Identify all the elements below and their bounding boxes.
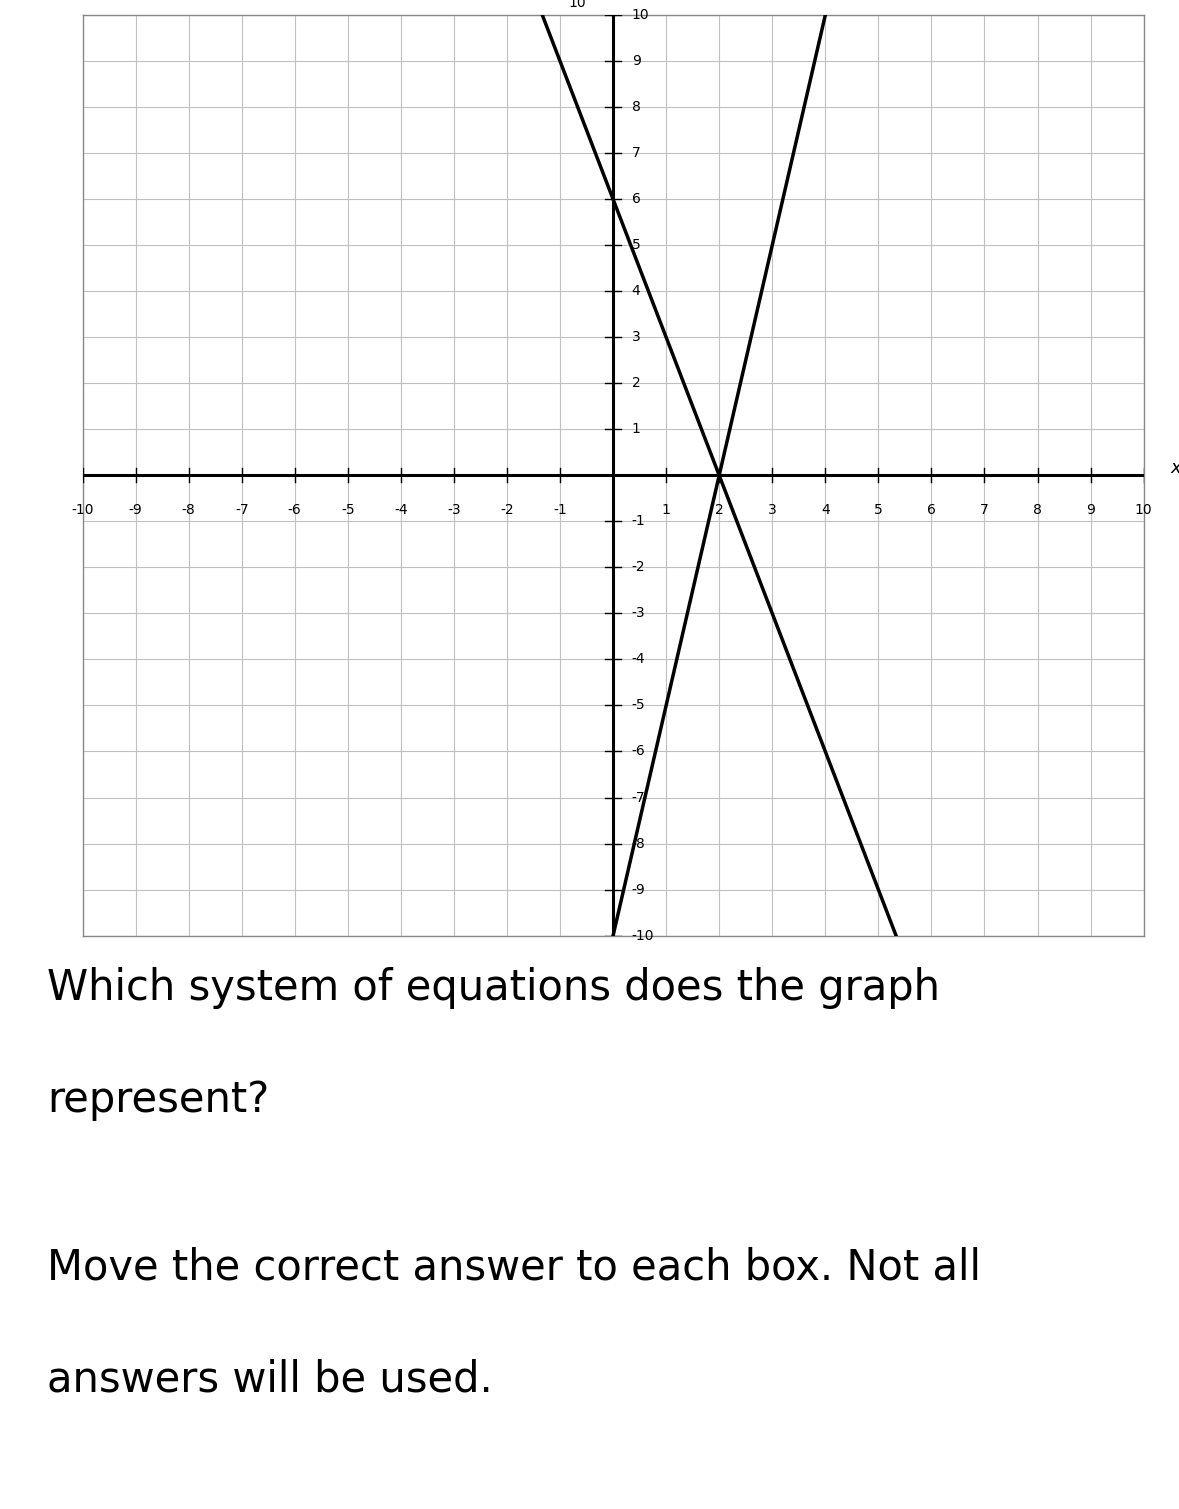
Text: 5: 5 — [874, 502, 883, 518]
Text: -2: -2 — [632, 560, 645, 575]
Text: 2: 2 — [632, 376, 640, 391]
Text: Move the correct answer to each box. Not all: Move the correct answer to each box. Not… — [47, 1246, 981, 1289]
Text: -5: -5 — [341, 502, 355, 518]
Text: -2: -2 — [500, 502, 514, 518]
Text: answers will be used.: answers will be used. — [47, 1358, 493, 1400]
Text: -1: -1 — [632, 515, 645, 528]
Text: -7: -7 — [235, 502, 249, 518]
Text: 10: 10 — [632, 8, 650, 23]
Text: 10: 10 — [1135, 502, 1152, 518]
Text: 9: 9 — [632, 54, 640, 68]
Text: -10: -10 — [71, 502, 94, 518]
Text: -8: -8 — [632, 836, 645, 851]
Text: -4: -4 — [632, 652, 645, 667]
Text: 7: 7 — [632, 146, 640, 160]
Text: represent?: represent? — [47, 1079, 269, 1121]
Text: 9: 9 — [1086, 502, 1095, 518]
Text: 1: 1 — [661, 502, 671, 518]
Text: 3: 3 — [632, 330, 640, 344]
Text: -10: -10 — [632, 928, 654, 943]
Text: -9: -9 — [129, 502, 143, 518]
Text: 8: 8 — [1033, 502, 1042, 518]
Text: Which system of equations does the graph: Which system of equations does the graph — [47, 967, 940, 1010]
Text: 6: 6 — [927, 502, 936, 518]
Text: 3: 3 — [768, 502, 777, 518]
Text: 10: 10 — [569, 0, 586, 11]
Text: -7: -7 — [632, 791, 645, 804]
Text: 4: 4 — [632, 284, 640, 299]
Text: -9: -9 — [632, 883, 645, 896]
Text: 6: 6 — [632, 192, 640, 207]
Text: x: x — [1170, 459, 1179, 477]
Text: 7: 7 — [980, 502, 989, 518]
Text: 4: 4 — [821, 502, 830, 518]
Text: -4: -4 — [394, 502, 408, 518]
Text: -8: -8 — [182, 502, 196, 518]
Text: -3: -3 — [632, 607, 645, 620]
Text: 2: 2 — [714, 502, 724, 518]
Text: -1: -1 — [553, 502, 567, 518]
Text: -6: -6 — [632, 744, 645, 759]
Text: -6: -6 — [288, 502, 302, 518]
Text: 8: 8 — [632, 100, 640, 115]
Text: -5: -5 — [632, 699, 645, 712]
Text: 5: 5 — [632, 238, 640, 252]
Text: -3: -3 — [447, 502, 461, 518]
Text: 1: 1 — [632, 423, 640, 436]
